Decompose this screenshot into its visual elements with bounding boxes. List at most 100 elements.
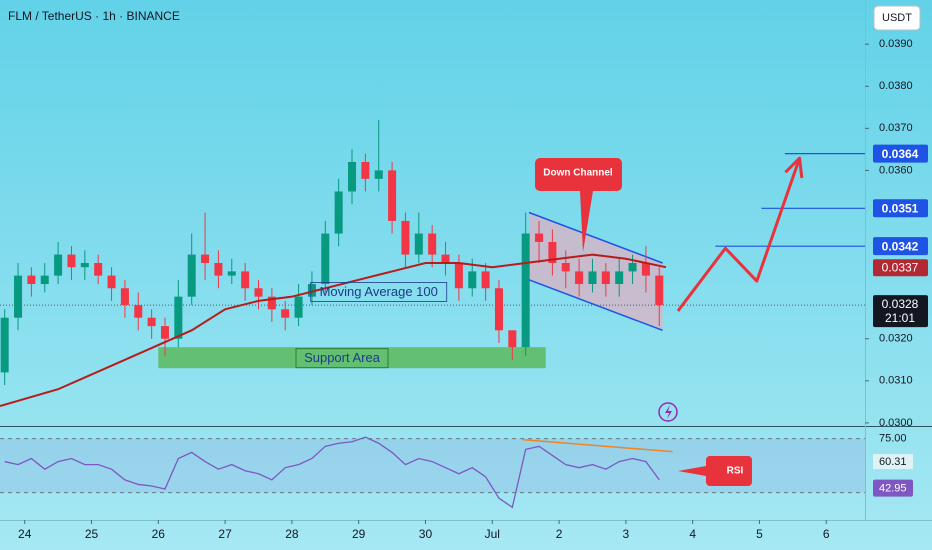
candle-body [361, 162, 370, 179]
rsi-tag [873, 479, 913, 497]
x-tick-label: 30 [419, 527, 433, 541]
currency: USDT [882, 12, 912, 24]
candle-body [281, 309, 290, 318]
target-tag-label: 0.0364 [882, 147, 919, 161]
y-tick-label: 0.0390 [879, 38, 913, 50]
y-tick-label: 0.0300 [879, 417, 913, 429]
price-tag [873, 295, 928, 328]
candle-body [334, 191, 343, 234]
x-tick-label: 28 [285, 527, 299, 541]
candle-body [187, 254, 196, 297]
x-tick-label: 3 [623, 527, 630, 541]
candle-body [67, 254, 76, 268]
candle-body [14, 275, 23, 318]
y-tick-label: 0.0380 [879, 80, 913, 92]
candle-body [388, 170, 397, 221]
candle-body [615, 271, 624, 285]
candle-body [0, 317, 9, 373]
alert-icon[interactable] [658, 402, 678, 422]
divergence-line [522, 438, 673, 453]
candle-body [548, 241, 557, 263]
countdown: 21:01 [885, 311, 915, 325]
candle-body [321, 233, 330, 285]
projection-arrowhead [784, 156, 804, 179]
candle-body [428, 233, 437, 255]
alert-bolt [665, 405, 672, 419]
candle-body [561, 262, 570, 272]
y-tick-label: 0.0320 [879, 333, 913, 345]
target-tag [873, 237, 928, 256]
callout-text: RSI [727, 466, 744, 477]
candle-body [468, 271, 477, 289]
target-tag-label: 0.0342 [882, 239, 919, 253]
candle-body [628, 262, 637, 272]
candle-body [307, 284, 316, 297]
x-tick-label: Jul [485, 527, 500, 541]
x-tick-label: 26 [152, 527, 166, 541]
currency-box[interactable] [873, 5, 921, 31]
candle-body [535, 233, 544, 242]
candle-body [441, 254, 450, 263]
candle-body [107, 275, 116, 289]
candle-body [27, 275, 36, 285]
x-tick-label: 27 [218, 527, 232, 541]
candle-body [575, 271, 584, 285]
alert-circle[interactable] [658, 402, 678, 422]
candle-body [481, 271, 490, 289]
callout-shape [535, 158, 622, 252]
rsi-tag-label: 42.95 [879, 482, 907, 494]
candle-body [40, 275, 49, 285]
candle-body [348, 162, 357, 192]
candle-body [201, 254, 210, 263]
candle-body [494, 288, 503, 331]
y-tick-label: 0.0310 [879, 375, 913, 387]
candle-body [521, 233, 530, 348]
x-tick-label: 5 [756, 527, 763, 541]
candle-body [401, 220, 410, 255]
channel-line [528, 279, 663, 332]
projection-path [676, 157, 801, 312]
x-tick-label: 2 [556, 527, 563, 541]
candle-body [147, 317, 156, 327]
candle-body [160, 326, 169, 339]
y-tick-label: 75.00 [879, 433, 907, 445]
candle-body [414, 233, 423, 255]
ma-label: Moving Average 100 [320, 284, 438, 299]
support-label-box [295, 348, 389, 369]
candle-body [54, 254, 63, 276]
callout-text: Down Channel [543, 168, 613, 179]
rsi-ma-label: 60.31 [879, 456, 907, 468]
candle-body [508, 330, 517, 348]
candle-body [241, 271, 250, 289]
candle-body [214, 262, 223, 276]
rsi-line [4, 436, 660, 509]
moving-average [0, 253, 667, 408]
price-tag-label: 0.0328 [882, 297, 919, 311]
candle-body [588, 271, 597, 285]
candle-body [94, 262, 103, 276]
down-channel-callout: Down Channel [535, 158, 622, 252]
candle-body [601, 271, 610, 285]
x-tick-label: 29 [352, 527, 366, 541]
x-tick-label: 6 [823, 527, 830, 541]
ma-label-box [310, 282, 448, 302]
candle-body [174, 296, 183, 339]
channel-line [528, 211, 663, 264]
candle-body [134, 305, 143, 318]
x-tick-label: 24 [18, 527, 32, 541]
candle-body [254, 288, 263, 297]
candle-body [227, 271, 236, 276]
candle-body [655, 275, 664, 306]
chart-title: FLM / TetherUS · 1h · BINANCE [8, 9, 180, 23]
target-tag [873, 144, 928, 163]
candle-body [374, 170, 383, 179]
x-tick-label: 4 [689, 527, 696, 541]
candle-body [120, 288, 129, 306]
candle-body [294, 296, 303, 318]
y-tick-label: 0.0370 [879, 122, 913, 134]
rsi-callout: RSI [678, 456, 752, 486]
support-label: Support Area [304, 350, 381, 365]
callout-shape [678, 456, 752, 486]
